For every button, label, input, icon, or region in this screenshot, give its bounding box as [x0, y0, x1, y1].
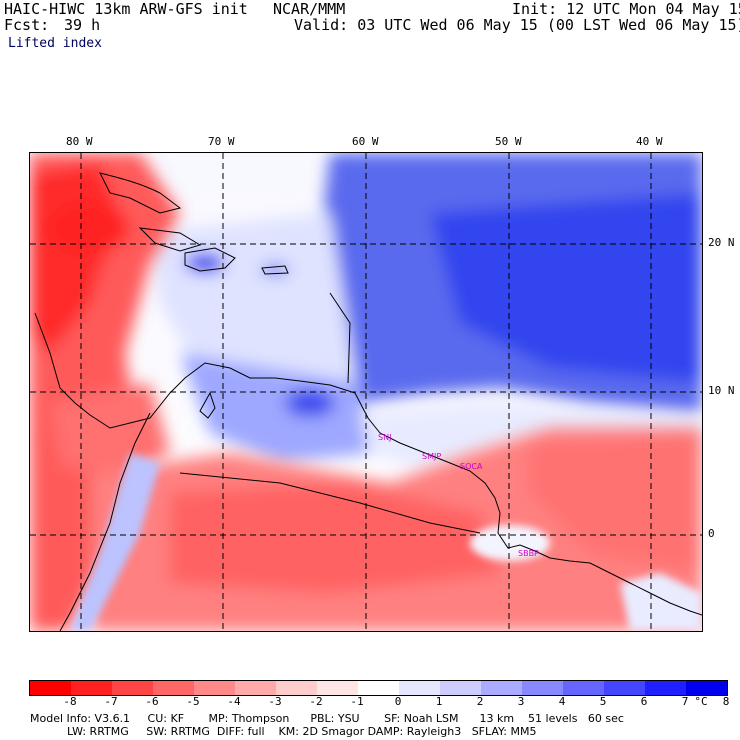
lat-label-10n: 10 N	[708, 384, 735, 397]
colorbar-tick-label: -5	[186, 695, 200, 708]
lat-label-0: 0	[708, 527, 715, 540]
colorbar-tick-label: 7	[681, 695, 689, 708]
colorbar-tick-label: -2	[309, 695, 323, 708]
coastlines	[34, 172, 702, 631]
colorbar-segment	[686, 681, 727, 695]
colorbar-segment	[153, 681, 194, 695]
lon-label-50w: 50 W	[495, 135, 522, 148]
colorbar-tick-label: -6	[145, 695, 159, 708]
model-title: HAIC-HIWC 13km ARW-GFS init	[4, 0, 248, 18]
lon-label-80w: 80 W	[66, 135, 93, 148]
station-soca: SOCA	[460, 462, 483, 471]
org-label: NCAR/MMM	[273, 0, 346, 18]
colorbar-segment	[235, 681, 276, 695]
stable-air-field	[150, 153, 702, 473]
colorbar-tick-label: -4	[227, 695, 241, 708]
lon-label-40w: 40 W	[636, 135, 663, 148]
station-snj: SNJ	[378, 433, 392, 442]
colorbar-unit: °C	[694, 695, 708, 708]
colorbar-segment	[276, 681, 317, 695]
colorbar-tick-label: 4	[558, 695, 566, 708]
colorbar-segment	[358, 681, 399, 695]
colorbar-tick-label: 6	[640, 695, 648, 708]
lat-label-20n: 20 N	[708, 236, 735, 249]
lifted-index-map: SNJ SMJP SOCA SBBP	[29, 152, 703, 632]
lat-lon-grid	[30, 153, 702, 631]
colorbar-segment	[440, 681, 481, 695]
colorbar	[29, 680, 728, 696]
colorbar-tick-label: -8	[63, 695, 77, 708]
colorbar-segment	[645, 681, 686, 695]
colorbar-tick-label: 8	[722, 695, 730, 708]
colorbar-segment	[604, 681, 645, 695]
lon-label-60w: 60 W	[352, 135, 379, 148]
colorbar-tick-label: -7	[104, 695, 118, 708]
colorbar-segment	[112, 681, 153, 695]
colorbar-segment	[30, 681, 71, 695]
andes-stable-strip	[70, 453, 702, 631]
colorbar-segment	[563, 681, 604, 695]
colorbar-segment	[399, 681, 440, 695]
colorbar-segment	[317, 681, 358, 695]
forecast-label: Fcst:	[4, 16, 50, 34]
colorbar-tick-label: 0	[394, 695, 402, 708]
init-time: Init: 12 UTC Mon 04 May 15	[512, 0, 740, 18]
model-info-line2: LW: RRTMG SW: RRTMG DIFF: full KM: 2D Sm…	[67, 725, 537, 738]
colorbar-tick-label: 2	[476, 695, 484, 708]
lon-label-70w: 70 W	[208, 135, 235, 148]
colorbar-tick-label: -1	[350, 695, 364, 708]
map-canvas	[30, 153, 702, 631]
station-sbbp: SBBP	[518, 549, 539, 558]
model-info-line1: Model Info: V3.6.1 CU: KF MP: Thompson P…	[30, 712, 624, 725]
station-smjp: SMJP	[422, 452, 442, 461]
valid-time: Valid: 03 UTC Wed 06 May 15 (00 LST Wed …	[294, 16, 740, 34]
colorbar-segment	[522, 681, 563, 695]
colorbar-tick-label: 3	[517, 695, 525, 708]
unstable-air-south	[90, 428, 702, 631]
colorbar-segment	[71, 681, 112, 695]
field-name: Lifted index	[8, 36, 102, 51]
forecast-hour: 39 h	[64, 16, 101, 34]
unstable-air-west	[30, 153, 180, 631]
colorbar-segment	[194, 681, 235, 695]
colorbar-tick-label: -3	[268, 695, 282, 708]
colorbar-tick-label: 1	[435, 695, 443, 708]
colorbar-tick-label: 5	[599, 695, 607, 708]
colorbar-segment	[481, 681, 522, 695]
